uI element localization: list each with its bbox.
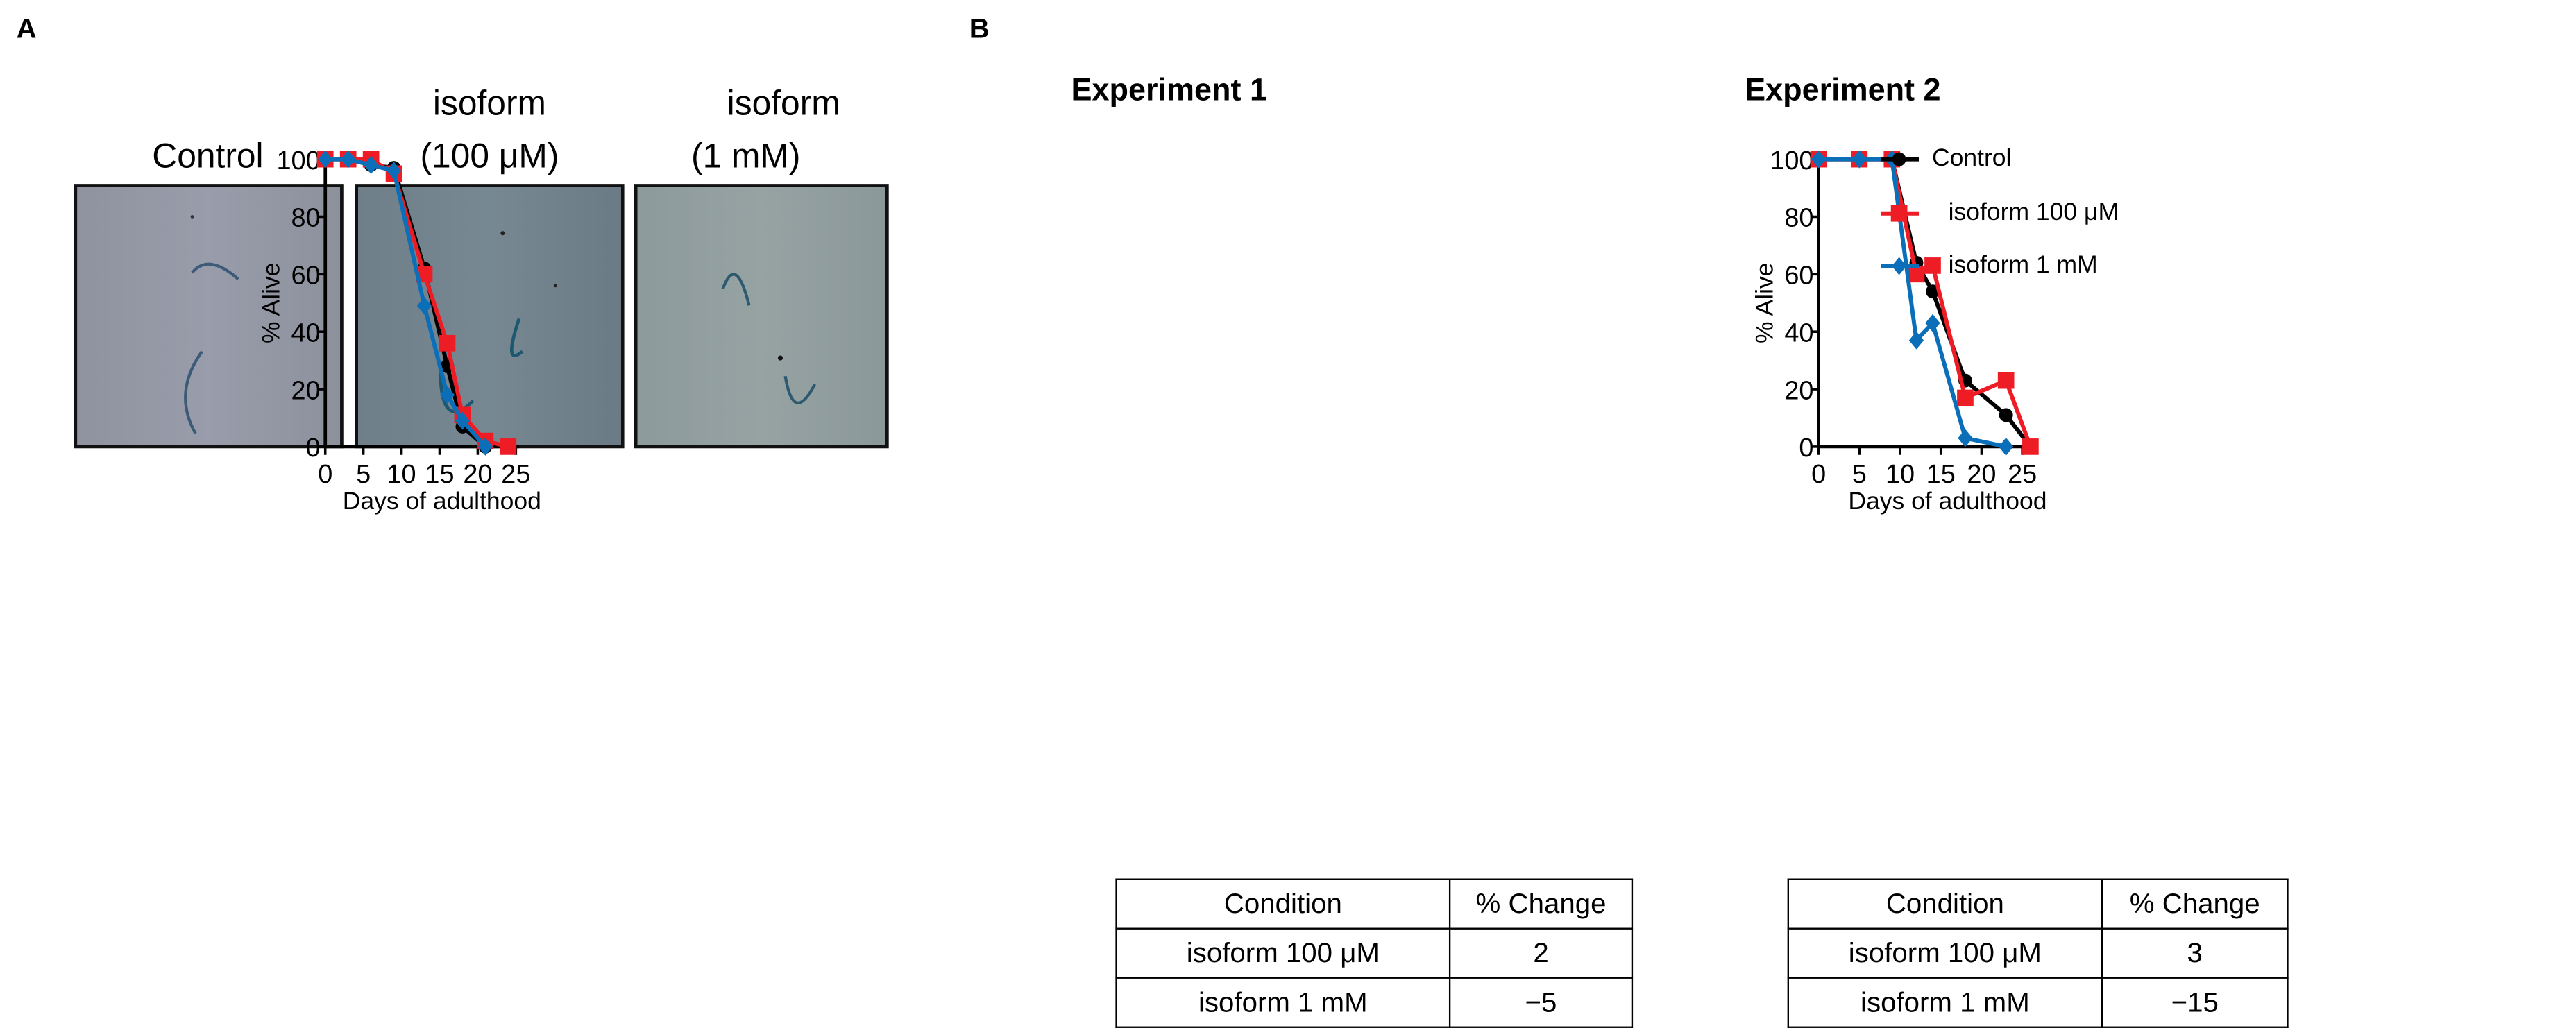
chart1-y-tick-label: 80 (291, 204, 320, 233)
cell-change: 3 (2101, 927, 2289, 979)
table-experiment-2: Condition% Change isoform 100 μM 3 isofor… (1787, 878, 2289, 1028)
table-header-row: Condition% Change (1787, 878, 2289, 930)
chart1-title: Experiment 1 (1071, 74, 1267, 109)
chart2-x-tick-label: 15 (1926, 460, 1956, 489)
chart1-y-tick-label: 40 (291, 318, 320, 348)
legend-swatch-marker (1892, 152, 1906, 166)
chart1-y-tick-label: 20 (291, 376, 320, 405)
chart2-y-axis-label: % Alive (1750, 263, 1778, 343)
chart1-x-tick-label: 0 (318, 460, 332, 489)
chart2-y-tick-label: 20 (1784, 376, 1813, 405)
chart1-y-tick-label: 60 (291, 262, 320, 291)
cell-condition: isoform 100 μM (1787, 927, 2103, 979)
worm-image-1mm (634, 184, 889, 449)
chart2-x-tick-label: 10 (1886, 460, 1915, 489)
header-condition: Condition (1115, 878, 1451, 930)
cell-change: −15 (2101, 977, 2289, 1028)
chart1-data-point (500, 438, 517, 455)
cell-change: 2 (1448, 927, 1634, 979)
header-condition: Condition (1787, 878, 2103, 930)
chart2-data-point (1958, 429, 1973, 447)
worm-image-100um (355, 184, 625, 449)
chart2-x-axis-label: Days of adulthood (1848, 487, 2047, 515)
table-row: isoform 1 mM −5 (1115, 977, 1634, 1028)
chart1-x-axis-label: Days of adulthood (343, 487, 541, 515)
table-row: isoform 100 μM 2 (1115, 927, 1634, 979)
chart2-data-point (1908, 266, 1925, 283)
chart1-x-tick-label: 15 (425, 460, 454, 489)
caption-control: Control (152, 137, 264, 176)
chart1-x-tick-label: 20 (463, 460, 492, 489)
figure: A B Control isoform (100 μM) isoform (1 … (16, 12, 2289, 1028)
panel-a-label: A (16, 12, 37, 44)
chart2-y-tick-label: 60 (1784, 262, 1813, 291)
table-header-row: Condition% Change (1115, 878, 1634, 930)
legend-control: Control (1931, 144, 2012, 173)
header-change: % Change (1448, 878, 1634, 930)
chart2-data-point (1999, 437, 2014, 456)
caption-1mm-line2: (1 mM) (691, 137, 801, 176)
chart2-y-tick-label: 80 (1784, 204, 1813, 233)
table-row: isoform 1 mM −15 (1787, 977, 2289, 1028)
caption-100um-line1: isoform (432, 85, 546, 123)
cell-condition: isoform 100 μM (1115, 927, 1451, 979)
table-row: isoform 100 μM 3 (1787, 927, 2289, 979)
table-experiment-1: Condition% Change isoform 100 μM 2 isofor… (1115, 878, 1634, 1028)
chart2-data-point (1997, 372, 2015, 389)
chart1-x-tick-label: 10 (387, 460, 416, 489)
chart1-x-tick-label: 25 (501, 460, 530, 489)
panel-b-label: B (969, 12, 990, 44)
chart1-x-tick-label: 5 (356, 460, 371, 489)
worm-image-control (74, 184, 344, 449)
chart1-y-tick-label: 0 (306, 434, 321, 463)
chart1-y-tick-label: 100 (276, 146, 320, 175)
chart2-x-tick-label: 25 (2008, 460, 2037, 489)
chart2-data-point (1999, 408, 2013, 422)
chart2-y-tick-label: 0 (1799, 434, 1813, 463)
chart2-data-point (1957, 389, 1974, 406)
caption-100um-line2: (100 μM) (420, 137, 559, 176)
chart2-y-tick-label: 40 (1784, 318, 1813, 348)
chart1-series-line-1 (325, 157, 509, 449)
legend-swatch-marker (1890, 205, 1908, 222)
legend-isoform-100um: isoform 100 μM (1948, 198, 2119, 227)
legend-isoform-1mm: isoform 1 mM (1948, 251, 2098, 280)
header-change: % Change (2101, 878, 2289, 930)
chart1-data-point (439, 334, 456, 352)
chart1-y-axis-label: % Alive (257, 263, 285, 343)
caption-1mm-line1: isoform (727, 85, 840, 123)
chart2-data-point (2022, 438, 2039, 455)
chart2-data-point (1924, 257, 1941, 274)
cell-change: −5 (1448, 977, 1634, 1028)
chart2-x-tick-label: 5 (1852, 460, 1867, 489)
chart2-x-tick-label: 20 (1967, 460, 1996, 489)
chart2-y-tick-label: 100 (1770, 146, 1813, 175)
cell-condition: isoform 1 mM (1787, 977, 2103, 1028)
chart2-title: Experiment 2 (1745, 74, 1941, 109)
chart2-x-tick-label: 0 (1811, 460, 1826, 489)
cell-condition: isoform 1 mM (1115, 977, 1451, 1028)
